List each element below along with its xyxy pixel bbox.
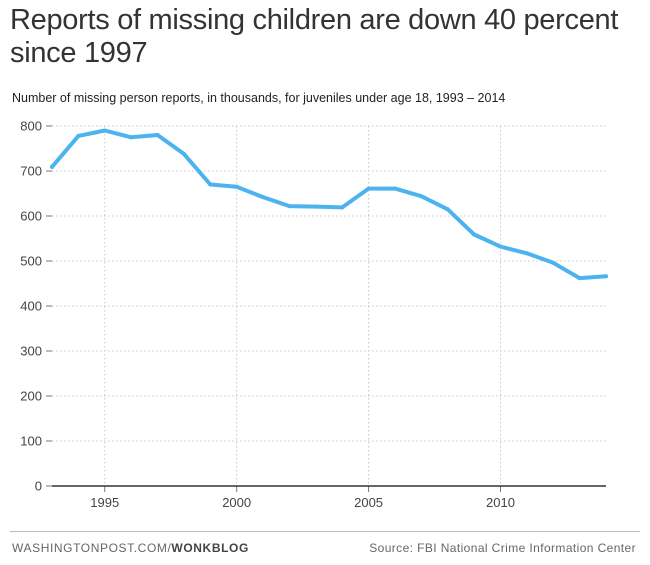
data-point: 2005: 661: [366, 186, 371, 191]
data-point: 2006: 661: [392, 186, 397, 191]
series-layer: 1993: 709 1994: 778 1995: 790 1996: 775 1997…: [50, 128, 608, 281]
y-tick-label: 700: [20, 164, 42, 179]
x-tick-label: 2010: [486, 495, 515, 510]
axes: 0 100 200 300 400 500 600 700 800 1995 2000 2005 201…: [20, 119, 606, 510]
data-point: 2002: 622: [287, 204, 292, 209]
data-point: 2012: 496: [551, 260, 556, 265]
x-tick-label: 2005: [354, 495, 383, 510]
y-tick-label: 300: [20, 344, 42, 359]
data-point: 2008: 615: [445, 207, 450, 212]
data-point: 1996: 775: [129, 135, 134, 140]
data-point: 2010: 532: [498, 244, 503, 249]
data-point: 2007: 644: [419, 194, 424, 199]
footer-divider: [10, 531, 640, 532]
y-tick-label: 800: [20, 119, 42, 134]
data-point: 2013: 462: [577, 276, 582, 281]
y-tick-label: 600: [20, 209, 42, 224]
line-chart: 0 100 200 300 400 500 600 700 800 1995 2000 2005 201…: [20, 119, 608, 510]
data-point: 2000: 665: [234, 184, 239, 189]
chart-subtitle: Number of missing person reports, in tho…: [12, 91, 506, 105]
data-point: 2009: 559: [472, 232, 477, 237]
footer-brand-prefix: WASHINGTONPOST.COM/: [12, 541, 172, 555]
chart-title: Reports of missing children are down 40 …: [10, 4, 619, 69]
y-tick-label: 0: [35, 479, 42, 494]
data-point: 2011: 517: [524, 251, 529, 256]
data-point: 1997: 780: [155, 133, 160, 137]
series-line: [50, 128, 608, 281]
data-point: 1999: 670: [208, 182, 213, 187]
data-point: 1998: 738: [181, 151, 186, 156]
x-tick-label: 2000: [222, 495, 251, 510]
footer-brand-blog: WONKBLOG: [171, 541, 249, 555]
data-point: 1995: 790: [102, 128, 107, 133]
y-tick-label: 100: [20, 434, 42, 449]
y-tick-label: 400: [20, 299, 42, 314]
x-tick-label: 1995: [90, 495, 119, 510]
footer-brand: WASHINGTONPOST.COM/WONKBLOG: [12, 541, 249, 555]
data-point: 2014: 466: [604, 274, 608, 279]
gridlines: [52, 125, 606, 486]
data-point: 1994: 778: [76, 133, 81, 138]
y-tick-label: 500: [20, 254, 42, 269]
footer-source: Source: FBI National Crime Information C…: [369, 541, 636, 555]
data-point: 2004: 619: [340, 205, 345, 210]
y-tick-label: 200: [20, 389, 42, 404]
data-point: 2001: 642: [261, 195, 266, 200]
data-point: 1993: 709: [50, 164, 54, 169]
